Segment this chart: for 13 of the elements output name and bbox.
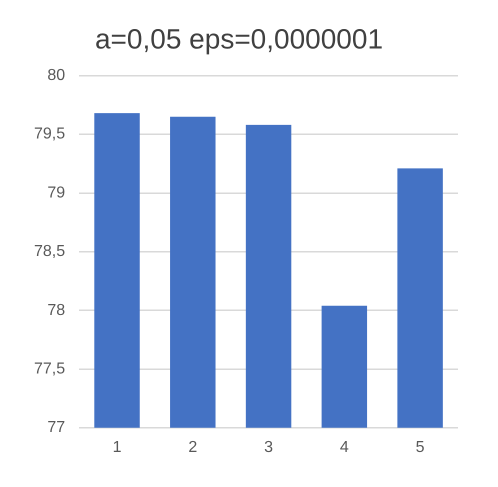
y-tick-label: 77 [47,419,66,436]
y-tick-label: 78,5 [34,243,66,260]
x-tick-label: 2 [188,438,198,456]
y-tick-label: 80 [47,67,66,84]
y-tick-label: 79,5 [34,126,66,143]
x-tick-label: 5 [416,438,425,456]
y-tick-label: 78 [47,302,66,319]
x-tick-label: 4 [340,438,349,456]
chart-title: a=0,05 eps=0,0000001 [94,24,384,55]
x-tick-label: 1 [112,438,122,456]
x-tick-label: 3 [264,438,274,456]
y-tick-label: 79 [47,184,66,202]
y-tick-label: 77,5 [34,360,66,378]
